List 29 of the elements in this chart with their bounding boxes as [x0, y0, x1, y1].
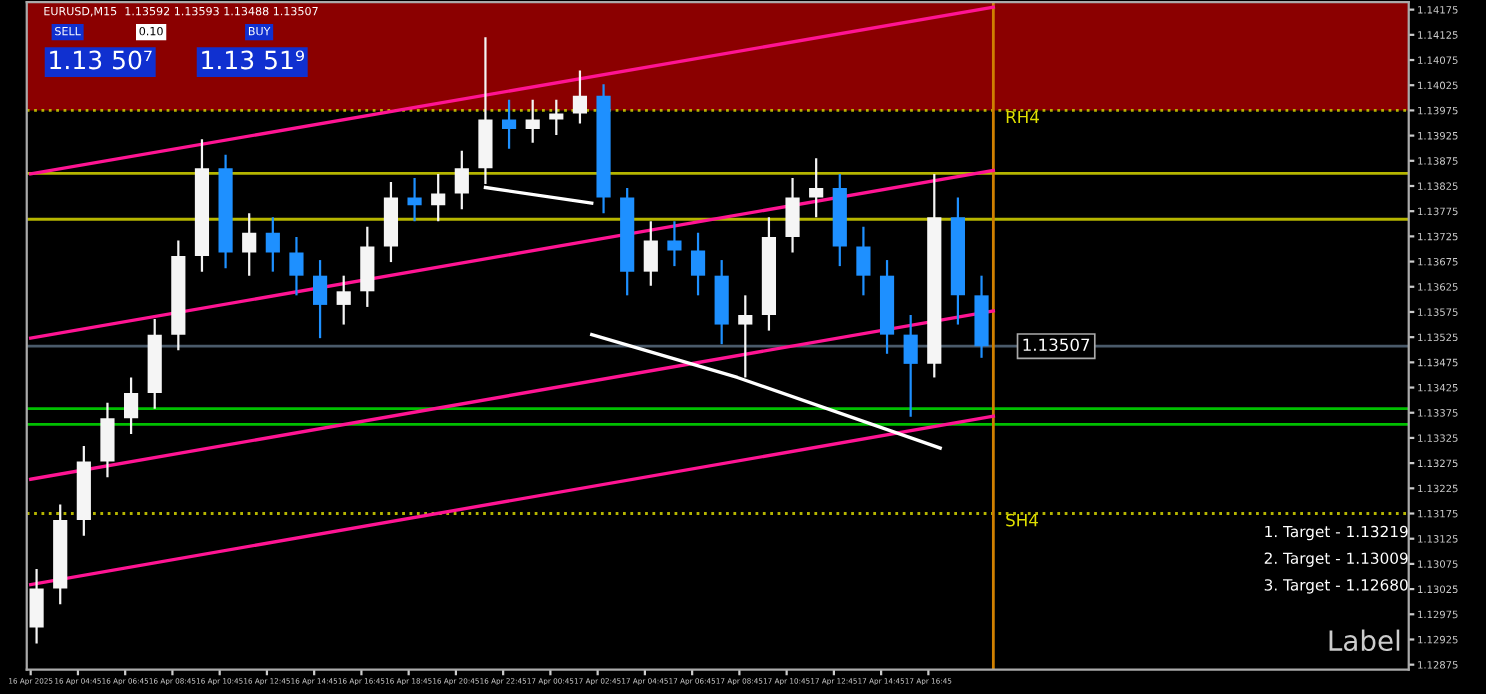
candlestick — [856, 225, 871, 297]
candlestick — [407, 176, 422, 223]
candlestick — [29, 567, 44, 645]
annotation: Label — [1329, 629, 1400, 652]
candlestick — [501, 98, 517, 150]
candlestick — [667, 220, 682, 268]
ref-line-label: 1.13507 — [1023, 338, 1090, 352]
candlestick — [100, 401, 115, 479]
candlestick — [124, 376, 139, 436]
candlestick — [903, 313, 918, 418]
candlestick — [525, 98, 540, 144]
candlestick — [572, 69, 588, 125]
candlestick — [312, 258, 328, 340]
candlestick — [690, 231, 706, 297]
candlestick — [336, 274, 351, 326]
candlestick — [809, 157, 824, 219]
candlestick — [785, 176, 800, 254]
candlestick — [265, 216, 280, 273]
candlestick — [289, 235, 304, 297]
annotation: 1.13 51⁹ — [202, 50, 305, 70]
ref-line-label: RH4 — [1006, 110, 1039, 124]
annotation: 1.13 50⁷ — [50, 50, 152, 70]
candlestick — [242, 212, 257, 277]
candlestick — [643, 220, 658, 287]
candlestick — [360, 225, 375, 309]
candlestick — [454, 149, 469, 211]
ref-line-label: SH4 — [1006, 513, 1038, 527]
candlestick — [431, 172, 446, 223]
candlestick — [549, 98, 564, 137]
